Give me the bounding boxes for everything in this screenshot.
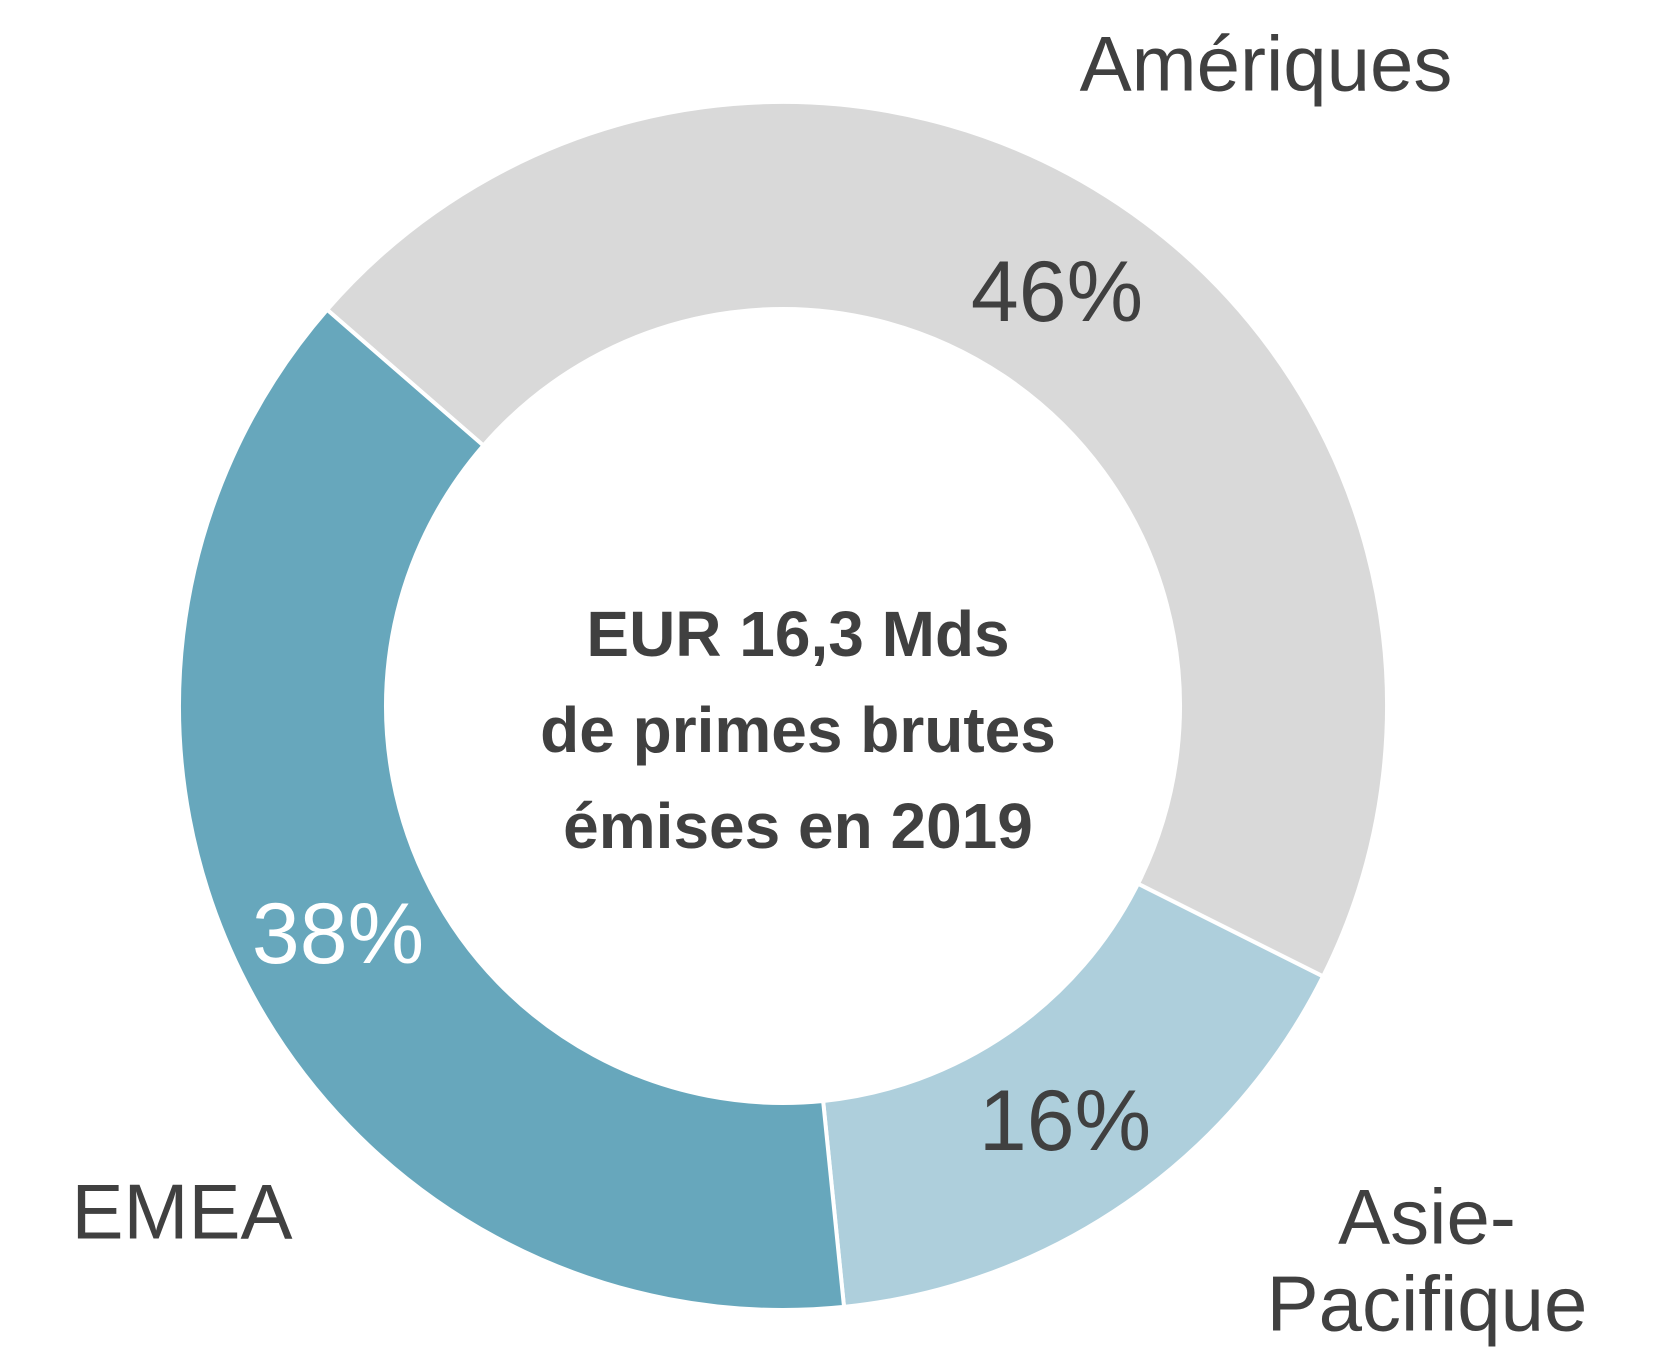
donut-slice — [177, 306, 847, 1313]
category-label: Asie- Pacifique — [1266, 1172, 1588, 1348]
category-label: Amériques — [1079, 19, 1453, 108]
donut-slice — [820, 881, 1326, 1310]
donut-slice — [324, 100, 1389, 980]
value-label: 46% — [970, 243, 1144, 340]
value-label: 16% — [978, 1072, 1152, 1169]
center-label: EUR 16,3 Mds de primes brutes émises en … — [540, 598, 1056, 862]
category-label: EMEA — [71, 1167, 293, 1256]
value-label: 38% — [251, 885, 425, 982]
